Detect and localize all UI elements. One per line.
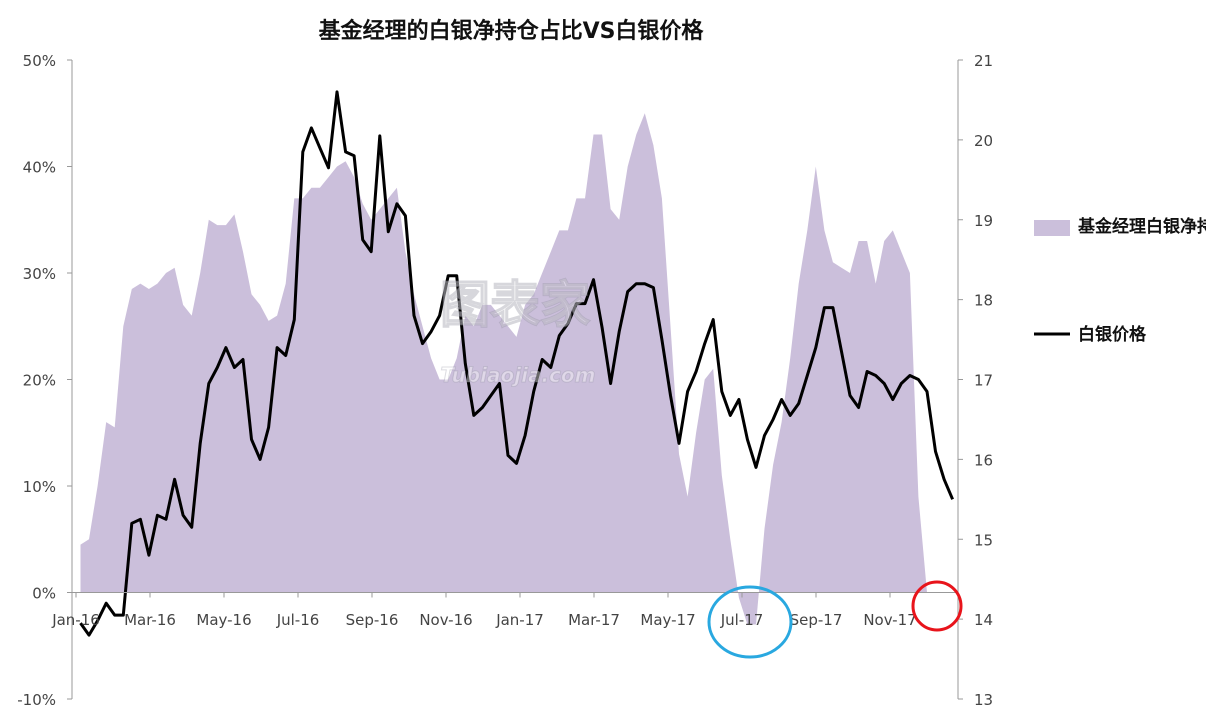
chart-title: 基金经理的白银净持仓占比VS白银价格 xyxy=(319,18,705,44)
series-area-net-position xyxy=(80,113,962,625)
watermark-text-cn: 图表家 xyxy=(440,276,590,334)
right-axis-tick-label: 15 xyxy=(974,531,993,549)
plot-layer xyxy=(79,90,962,637)
left-axis-tick-label: -10% xyxy=(17,691,56,709)
x-axis-tick-label: May-17 xyxy=(640,611,695,629)
right-axis-tick-label: 13 xyxy=(974,691,993,709)
annotation-layer xyxy=(707,580,963,659)
left-axis-tick-label: 40% xyxy=(23,159,56,177)
x-axis-tick-label: May-16 xyxy=(196,611,251,629)
x-axis-tick-label: Jan-16 xyxy=(51,611,100,629)
x-axis-tick-label: Mar-17 xyxy=(568,611,620,629)
legend-label-net-position: 基金经理白银净持仓占比 xyxy=(1077,216,1206,237)
left-axis-tick-label: 30% xyxy=(23,265,56,283)
highlight-ellipse-blue xyxy=(707,585,793,659)
x-axis-tick-label: Mar-16 xyxy=(124,611,176,629)
left-axis-tick-label: 50% xyxy=(23,52,56,70)
right-axis-tick-label: 17 xyxy=(974,372,993,390)
x-axis-tick-label: Jul-16 xyxy=(276,611,320,629)
x-axis-tick-label: Jan-17 xyxy=(495,611,544,629)
axis-layer: -10% 0% 10% 20% 30% 40% 50% 13 14 15 16 17 18 19 20 21 J… xyxy=(17,52,993,709)
right-axis-tick-label: 19 xyxy=(974,212,993,230)
series-line-silver-price xyxy=(79,90,954,637)
x-axis-tick-label: Nov-16 xyxy=(419,611,472,629)
legend-label-silver-price: 白银价格 xyxy=(1078,324,1147,345)
x-axis-tick-label: Nov-17 xyxy=(863,611,916,629)
x-axis-tick-label: Jul-17 xyxy=(720,611,764,629)
legend: 基金经理白银净持仓占比 白银价格 xyxy=(1034,216,1206,345)
right-axis-tick-label: 18 xyxy=(974,292,993,310)
watermark-text-en: Tubiaojia.com xyxy=(441,363,596,387)
left-axis-tick-label: 20% xyxy=(23,372,56,390)
right-axis-tick-label: 21 xyxy=(974,52,993,70)
highlight-circle-red xyxy=(911,580,963,632)
left-axis-tick-label: 10% xyxy=(23,478,56,496)
watermark: 图表家 Tubiaojia.com xyxy=(439,275,596,387)
x-axis-tick-label: Sep-16 xyxy=(346,611,399,629)
right-axis-tick-label: 20 xyxy=(974,132,993,150)
right-axis-tick-label: 14 xyxy=(974,611,993,629)
x-axis-tick-label: Sep-17 xyxy=(790,611,843,629)
right-axis-tick-label: 16 xyxy=(974,451,993,469)
legend-area-swatch xyxy=(1034,220,1070,236)
left-axis-tick-label: 0% xyxy=(32,585,56,603)
